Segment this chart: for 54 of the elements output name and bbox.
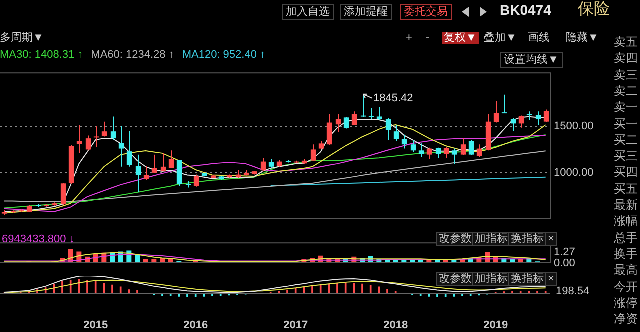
annotation: 6943433.800 ↓: [2, 234, 75, 246]
text: 添加提醒: [340, 4, 392, 20]
text: 涨停: [614, 296, 638, 310]
text: 设置均线▼: [500, 52, 563, 68]
text: 加入自选: [282, 4, 334, 20]
text: MA60: 1234.28 ↑: [91, 49, 174, 61]
text: 涨幅: [614, 214, 638, 228]
text: 委托交易: [400, 4, 452, 20]
text: 买四: [614, 165, 638, 180]
y-tick-label: 0.00: [554, 257, 576, 270]
text: 多周期▼: [0, 32, 44, 44]
text: 买一: [614, 116, 638, 131]
text: 买三: [614, 149, 638, 164]
text: 卖三: [614, 68, 638, 82]
annotation: ×: [545, 232, 558, 246]
text: 保险: [578, 1, 610, 19]
text: 买五: [614, 182, 638, 196]
annotation: 加指标: [472, 272, 511, 286]
text: 隐藏▼: [566, 32, 599, 44]
x-tick-label: 2015: [84, 319, 108, 332]
y-tick-label: 1.27: [554, 246, 576, 258]
text: 画线: [528, 32, 550, 44]
x-tick-label: 2018: [384, 319, 408, 332]
text: MA120: 952.40 ↑: [182, 49, 266, 61]
text: 换手: [614, 246, 638, 262]
x-tick-label: 2019: [484, 319, 508, 332]
text: 复权▼: [442, 32, 479, 44]
x-tick-label: 2017: [284, 319, 308, 332]
text: 卖二: [614, 84, 638, 98]
annotation: 1845.42: [374, 92, 414, 104]
text: 最高: [614, 263, 638, 278]
text: 总手: [614, 230, 638, 245]
annotation: 换指标: [508, 232, 547, 246]
annotation: 换指标: [508, 272, 547, 286]
annotation: 加指标: [472, 232, 511, 246]
text: +: [406, 32, 412, 44]
text: -: [426, 32, 430, 44]
text: 卖四: [614, 51, 638, 66]
text: 今开: [614, 280, 638, 294]
text: 叠加▼: [484, 32, 517, 44]
text: 卖五: [614, 35, 638, 50]
y-tick-label: 1500.00: [554, 120, 594, 133]
text: MA30: 1408.31 ↑: [0, 49, 84, 61]
annotation: ×: [545, 272, 558, 286]
x-tick-label: 2016: [184, 319, 208, 332]
annotation: 改参数: [436, 232, 475, 246]
y-tick-label: 1000.00: [554, 166, 594, 179]
text: 198.54: [556, 286, 590, 298]
text: 净资: [614, 312, 638, 326]
annotation: 改参数: [436, 272, 475, 286]
text: 最新: [614, 198, 638, 212]
text: 买二: [614, 132, 638, 147]
text: BK0474: [500, 2, 552, 18]
text: 卖一: [614, 100, 638, 114]
